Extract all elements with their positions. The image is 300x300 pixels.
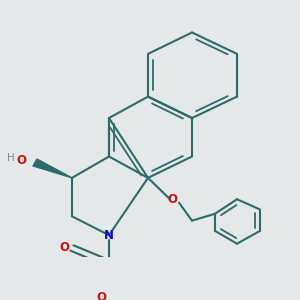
Polygon shape: [33, 159, 72, 178]
Text: H: H: [7, 153, 15, 163]
Text: N: N: [104, 229, 114, 242]
Text: O: O: [16, 154, 26, 167]
Text: O: O: [167, 193, 177, 206]
Text: O: O: [59, 241, 69, 254]
Text: O: O: [96, 291, 106, 300]
